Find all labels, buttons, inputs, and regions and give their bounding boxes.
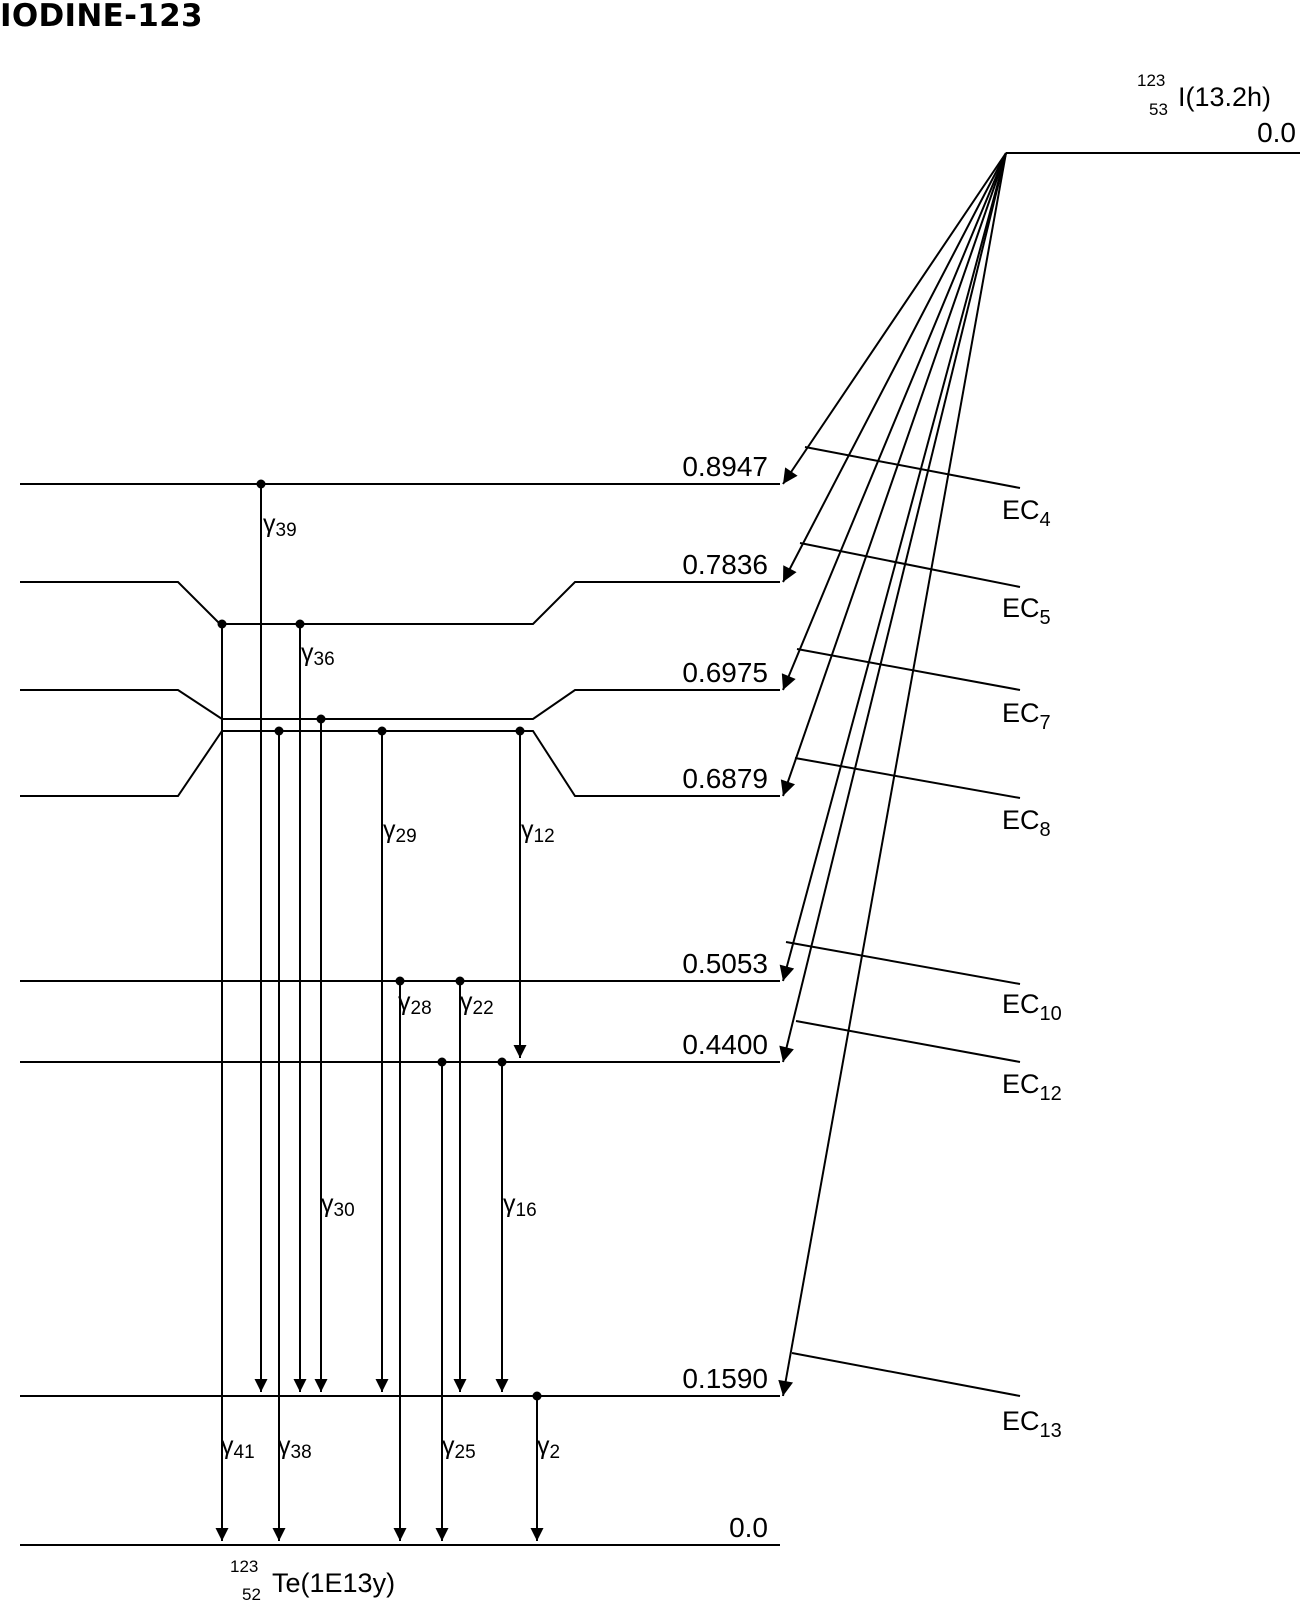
gamma-label-2: γ2 <box>537 1432 560 1463</box>
gamma-origin-dot-39 <box>256 479 266 489</box>
gamma-label-12: γ12 <box>521 816 555 847</box>
gamma-label-25: γ25 <box>442 1432 476 1463</box>
level-line-0-7836 <box>20 581 780 625</box>
parent-energy: 0.0 <box>1257 117 1296 148</box>
ec-label-8: EC8 <box>1002 805 1051 841</box>
ec-leader-13 <box>791 1352 1021 1397</box>
ec-arrow-12 <box>779 152 1007 1063</box>
ec-labels: EC4 EC5 EC7 EC8 EC10 EC12 EC13 <box>1002 495 1062 1442</box>
gamma-origin-dot-2 <box>532 1391 542 1401</box>
level-energy-0-6879: 0.6879 <box>682 763 768 794</box>
level-energy-0-1590: 0.1590 <box>682 1363 768 1394</box>
gamma-origin-dot-41 <box>217 619 227 629</box>
ec-arrow-4 <box>782 152 1007 485</box>
gamma-origin-dot-38 <box>274 726 284 736</box>
level-energy-0-8947: 0.8947 <box>682 451 768 482</box>
ec-leader-10 <box>785 941 1021 985</box>
level-energy-labels: 0.8947 0.7836 0.6975 0.6879 0.5053 0.440… <box>682 451 768 1543</box>
diagram-title: IODINE-123 <box>0 0 203 34</box>
gamma-label-39: γ39 <box>263 510 297 541</box>
level-energy-0-5053: 0.5053 <box>682 948 768 979</box>
transition-origin-dots <box>217 479 542 1401</box>
ec-label-10: EC10 <box>1002 989 1062 1025</box>
ec-leader-8 <box>794 757 1021 799</box>
daughter-mass-number: 123 <box>230 1557 258 1576</box>
ec-arrow-5 <box>782 152 1007 583</box>
gamma-label-38: γ38 <box>278 1432 312 1463</box>
ec-label-13: EC13 <box>1002 1406 1062 1442</box>
level-energy-0-0: 0.0 <box>729 1512 768 1543</box>
level-line-0-6975 <box>20 689 780 720</box>
ec-leader-5 <box>799 542 1021 588</box>
daughter-nuclide: Te(1E13y) <box>272 1568 395 1598</box>
gamma-label-36: γ36 <box>301 639 335 670</box>
parent-atomic-number: 53 <box>1149 100 1168 119</box>
gamma-label-41: γ41 <box>221 1432 255 1463</box>
parent-nuclide: I(13.2h) <box>1178 82 1271 112</box>
gamma-origin-dot-30 <box>316 714 326 724</box>
level-energy-0-7836: 0.7836 <box>682 549 768 580</box>
ec-arrow-10 <box>779 152 1007 982</box>
parent-mass-number: 123 <box>1137 71 1165 90</box>
level-energy-0-6975: 0.6975 <box>682 657 768 688</box>
gamma-origin-dot-36 <box>295 619 305 629</box>
level-line-0-6879 <box>20 730 780 797</box>
ec-leader-4 <box>804 446 1021 489</box>
ec-arrow-7 <box>781 152 1007 691</box>
gamma-label-22: γ22 <box>460 988 494 1019</box>
ec-arrow-13 <box>778 152 1007 1397</box>
gamma-origin-dot-22 <box>455 976 465 986</box>
ec-leader-7 <box>796 648 1021 691</box>
ec-label-5: EC5 <box>1002 593 1051 629</box>
gamma-label-16: γ16 <box>503 1190 537 1221</box>
ec-label-12: EC12 <box>1002 1069 1062 1105</box>
ec-arrow-8 <box>780 152 1007 797</box>
gamma-origin-dot-29 <box>377 726 387 736</box>
gamma-origin-dot-28 <box>395 976 405 986</box>
gamma-label-30: γ30 <box>321 1190 355 1221</box>
gamma-origin-dot-25 <box>437 1057 447 1067</box>
ec-leader-12 <box>795 1020 1021 1063</box>
ec-label-4: EC4 <box>1002 495 1051 531</box>
gamma-label-29: γ29 <box>383 816 417 847</box>
daughter-nuclide-label: 123 52 Te(1E13y) <box>230 1557 395 1604</box>
gamma-labels: γ39 γ36 γ41 γ30 γ38 γ29 γ12 γ28 γ22 γ25 … <box>221 510 560 1463</box>
level-energy-0-4400: 0.4400 <box>682 1029 768 1060</box>
ec-label-7: EC7 <box>1002 698 1051 734</box>
gamma-origin-dot-16 <box>497 1057 507 1067</box>
daughter-atomic-number: 52 <box>242 1585 261 1604</box>
gamma-label-28: γ28 <box>398 988 432 1019</box>
parent-nuclide-label: 123 53 I(13.2h) 0.0 <box>1137 71 1296 148</box>
gamma-origin-dot-12 <box>515 726 525 736</box>
